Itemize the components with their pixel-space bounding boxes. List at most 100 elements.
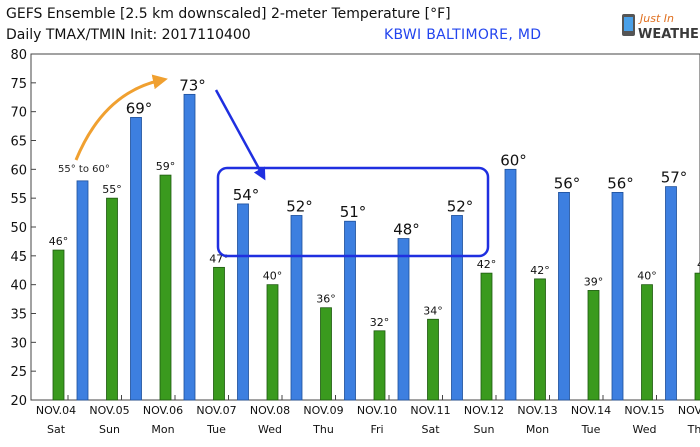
tmin-label: 36° — [316, 293, 336, 306]
tmin-label: 46° — [49, 235, 69, 248]
x-tick-label: NOV.04 — [36, 404, 76, 417]
tmin-label: 39° — [584, 275, 604, 288]
y-tick-label: 80 — [10, 48, 27, 63]
tmin-label: 42° — [477, 258, 497, 271]
logo-text-top: Just In — [638, 12, 674, 25]
highlight-box — [216, 166, 490, 258]
tmax-bar — [76, 180, 89, 401]
day-label: Mon — [526, 423, 549, 436]
tmin-bar — [641, 284, 653, 401]
blue-arrow — [214, 89, 266, 181]
day-label: Sat — [47, 423, 66, 436]
tmin-label: 42° — [530, 264, 550, 277]
tmin-bar — [480, 272, 493, 401]
chart-annotations: 55° to 60° — [58, 74, 490, 258]
x-tick-label: NOV.09 — [303, 404, 343, 417]
y-tick-label: 65 — [10, 135, 27, 150]
tmin-label: 47° — [209, 252, 229, 265]
tmax-label: 52° — [447, 197, 474, 215]
day-label: Thu — [312, 423, 334, 436]
tmin-bar — [106, 197, 118, 401]
tmax-bar — [611, 191, 624, 401]
day-label: Sat — [421, 423, 440, 436]
tmax-bar — [504, 168, 517, 401]
tmin-label: 32° — [370, 316, 390, 329]
tmax-bar — [665, 186, 677, 401]
tmax-label: 73° — [179, 76, 206, 94]
x-tick-label: NOV.12 — [464, 404, 504, 417]
tmax-label: 52° — [286, 197, 313, 215]
tmax-bar — [344, 220, 356, 401]
logo-text-bottom: WEATHER — [638, 27, 700, 42]
y-tick-label: 35 — [10, 308, 27, 323]
x-tick-label: NOV.10 — [357, 404, 397, 417]
tmin-label: 55° — [102, 183, 122, 196]
tmin-bar — [587, 290, 600, 401]
tmax-label: 56° — [554, 174, 581, 192]
tmin-label: 4 — [697, 258, 700, 271]
tmin-bar — [266, 284, 279, 401]
y-tick-label: 60 — [10, 163, 27, 178]
y-tick-label: 50 — [10, 221, 27, 236]
y-tick-label: 25 — [10, 365, 27, 380]
day-label: Tue — [581, 423, 601, 436]
day-label: Mon — [151, 423, 174, 436]
x-tick-label: NOV.14 — [571, 404, 611, 417]
tmin-label: 59° — [156, 160, 176, 173]
x-tick-label: NOV.05 — [89, 404, 129, 417]
chart-subtitle: Daily TMAX/TMIN Init: 2017110400 — [6, 27, 251, 43]
x-tick-label: NOV.15 — [624, 404, 664, 417]
tmin-label: 40° — [637, 270, 657, 283]
y-tick-label: 70 — [10, 106, 27, 121]
tmin-bar — [320, 307, 332, 401]
just-in-weather-logo: Just In WEATHER — [622, 12, 700, 42]
tmax-bar — [183, 93, 196, 401]
y-tick-label: 30 — [10, 336, 27, 351]
tmax-label: 60° — [500, 151, 527, 169]
y-tick-label: 55 — [10, 192, 27, 207]
tmax-bar — [558, 191, 570, 401]
tmin-bar — [427, 318, 439, 401]
tmax-label: 54° — [233, 186, 260, 204]
day-label: Thu — [687, 423, 700, 436]
y-tick-label: 40 — [10, 279, 27, 294]
tmin-bar — [159, 174, 172, 401]
chart-value-labels: 46° 55° 59° 47° 40° 36° 32° 34° 42° 42° 39° 40° 4 69°… — [49, 76, 700, 328]
chart-axes: 20 25 30 35 40 45 50 55 60 65 70 75 80 NOV.04 Sat NOV.0… — [10, 48, 700, 436]
tmax-label: 48° — [393, 221, 420, 239]
tmax-label: 69° — [126, 99, 153, 117]
day-label: Sun — [474, 423, 495, 436]
tmin-bar — [534, 278, 546, 401]
day-label: Tue — [206, 423, 226, 436]
y-tick-label: 20 — [10, 394, 27, 409]
tmin-label: 34° — [423, 304, 443, 317]
tmin-bar — [213, 266, 225, 401]
tmax-bar — [237, 203, 249, 401]
tmin-bar — [694, 272, 700, 401]
day-label: Wed — [258, 423, 282, 436]
x-tick-label: NOV.16 — [678, 404, 700, 417]
tmin-bar — [52, 249, 65, 401]
x-tick-label: NOV.13 — [517, 404, 557, 417]
tmax-label: 56° — [607, 174, 634, 192]
tmin-bar — [373, 330, 386, 401]
day-label: Fri — [370, 423, 383, 436]
x-tick-label: NOV.07 — [196, 404, 236, 417]
tmin-label: 40° — [263, 270, 283, 283]
chart-bars — [52, 93, 700, 401]
tmax-label: 57° — [661, 169, 688, 187]
tmax-bar — [130, 117, 142, 401]
y-tick-label: 45 — [10, 250, 27, 265]
x-tick-label: NOV.06 — [143, 404, 183, 417]
orange-arrow — [74, 74, 168, 161]
tmax-bar — [397, 238, 410, 401]
tmax-label: 51° — [340, 203, 367, 221]
tmax-bar — [290, 215, 303, 401]
day-label: Sun — [99, 423, 120, 436]
chart-title: GEFS Ensemble [2.5 km downscaled] 2-mete… — [6, 6, 451, 22]
y-tick-label: 75 — [10, 77, 27, 92]
tmax-bar — [451, 215, 463, 401]
range-annotation: 55° to 60° — [58, 164, 110, 175]
day-label: Wed — [633, 423, 657, 436]
